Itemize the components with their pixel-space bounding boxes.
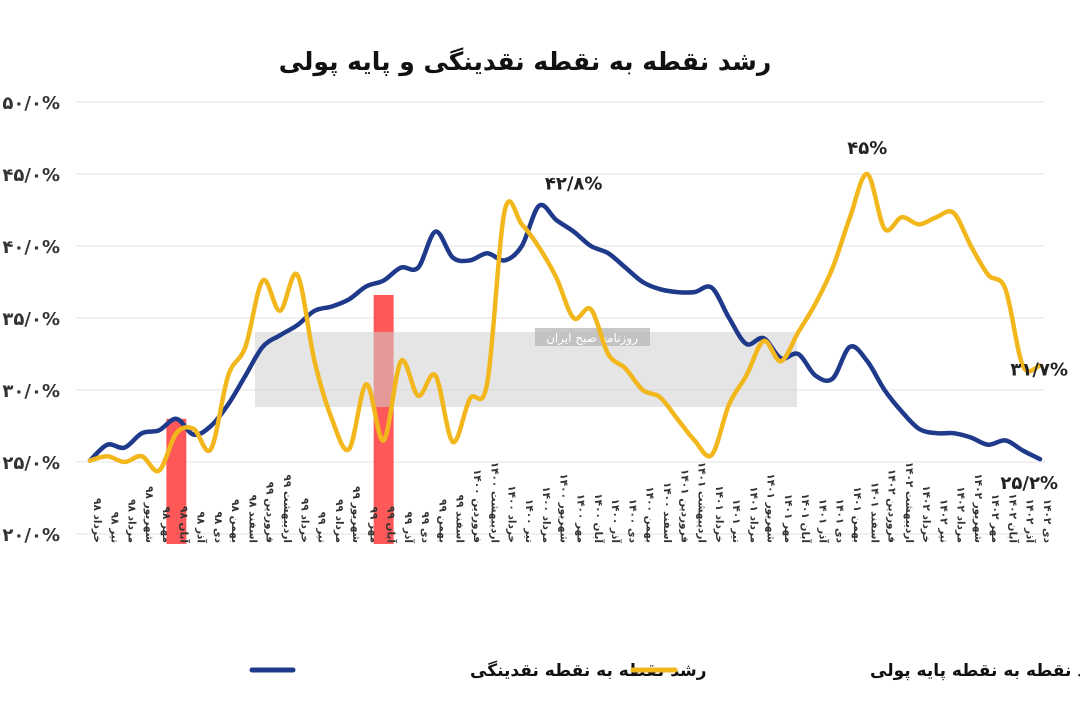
x-tick-label: مرداد ۹۸ [126, 499, 138, 543]
x-tick-label: فروردین ۱۴۰۱ [678, 469, 690, 543]
series-line-liquidity [87, 202, 1043, 463]
watermark: روزنامه صبح ایران [255, 328, 797, 407]
x-tick-label: خرداد ۱۴۰۲ [920, 485, 932, 543]
grid-lines [75, 101, 1045, 535]
x-tick-label: شهریور ۱۴۰۱ [765, 473, 777, 543]
legend-item-liquidity: رشد نقطه به نقطه نقدینگی [249, 660, 707, 681]
x-tick-label: فروردین ۱۴۰۰ [471, 469, 483, 543]
series-lines [87, 171, 1043, 474]
x-tick-label: تیر ۱۴۰۱ [730, 499, 742, 543]
highlight-bar [166, 418, 187, 544]
y-tick-label: ۳۵/۰% [2, 309, 60, 330]
data-label: ۴۲/۸% [545, 174, 603, 195]
y-tick-label: ۵۰/۰% [2, 93, 60, 114]
x-tick-label: مهر ۱۴۰۰ [575, 494, 587, 543]
x-tick-label: اردیبهشت ۱۴۰۰ [488, 462, 500, 543]
x-tick-label: اردیبهشت ۹۹ [281, 475, 293, 543]
x-tick-label: آبان ۱۴۰۰ [592, 493, 605, 543]
x-tick-label: تیر ۱۴۰۲ [937, 499, 949, 543]
x-tick-label: شهریور ۱۴۰۲ [972, 473, 984, 543]
y-tick-label: ۴۰/۰% [2, 237, 60, 258]
x-tick-label: بهمن ۹۹ [436, 499, 448, 543]
x-tick-label: اردیبهشت ۱۴۰۱ [696, 462, 708, 543]
x-tick-label: تیر ۹۸ [108, 512, 120, 543]
x-tick-label: دی ۹۹ [419, 512, 431, 544]
x-tick-label: اسفند ۱۴۰۱ [868, 482, 880, 543]
x-tick-label: اسفند ۹۸ [246, 495, 258, 543]
x-tick-label: اردیبهشت ۱۴۰۲ [903, 462, 915, 543]
x-tick-label: دی ۱۴۰۱ [834, 499, 846, 544]
y-tick-label: ۳۰/۰% [2, 381, 60, 402]
x-tick-label: تیر ۱۴۰۰ [523, 499, 535, 543]
x-tick-label: دی ۹۸ [212, 512, 224, 544]
x-tick-label: آبان ۹۸ [177, 506, 190, 543]
x-tick-label: آذر ۹۹ [402, 511, 415, 543]
x-tick-label: مرداد ۹۹ [333, 499, 345, 543]
x-tick-label: آبان ۹۹ [385, 506, 398, 543]
x-tick-label: مهر ۱۴۰۲ [989, 494, 1001, 543]
chart-title: رشد نقطه به نقطه نقدینگی و پایه پولی [279, 47, 772, 77]
legend-label-liquidity: رشد نقطه به نقطه نقدینگی [470, 660, 707, 681]
x-tick-label: مرداد ۱۴۰۰ [540, 486, 552, 543]
x-tick-label: فروردین ۱۴۰۲ [886, 469, 898, 543]
data-labels: ۴۲/۸% ۴۵% ۳۱/۷% ۲۵/۲% [545, 138, 1068, 494]
series-line-base-money [87, 171, 1043, 474]
legend-item-base-money: رشد نقطه به نقطه پایه پولی [630, 661, 1080, 681]
data-label: ۲۵/۲% [1000, 473, 1058, 494]
x-tick-label: شهریور ۹۹ [350, 486, 362, 543]
x-tick-label: بهمن ۱۴۰۰ [644, 486, 656, 543]
x-tick-label: دی ۱۴۰۰ [626, 499, 638, 544]
x-tick-label: اسفند ۹۹ [454, 495, 466, 543]
x-tick-label: آذر ۹۸ [195, 511, 208, 543]
watermark-tag [535, 328, 650, 346]
y-axis-ticks: ۲۰/۰% ۲۵/۰% ۳۰/۰% ۳۵/۰% ۴۰/۰% ۴۵/۰% ۵۰/۰% [2, 93, 60, 546]
x-tick-label: مرداد ۱۴۰۲ [955, 486, 967, 543]
x-tick-label: بهمن ۱۴۰۱ [851, 486, 863, 543]
x-tick-label: بهمن ۹۸ [229, 499, 241, 543]
x-tick-label: خرداد ۹۸ [91, 498, 103, 543]
x-tick-label: آذر ۱۴۰۲ [1024, 499, 1037, 544]
y-tick-label: ۲۰/۰% [2, 525, 60, 546]
y-tick-label: ۴۵/۰% [2, 165, 60, 186]
x-tick-label: آذر ۱۴۰۰ [609, 499, 622, 544]
watermark-band [255, 332, 797, 407]
x-tick-label: مهر ۹۹ [367, 507, 379, 543]
x-axis-ticks: خرداد ۹۸ تیر ۹۸ مرداد ۹۸ شهریور ۹۸ مهر ۹۸ آبا… [91, 462, 1053, 544]
x-tick-label: خرداد ۹۹ [298, 498, 310, 543]
data-label: ۳۱/۷% [1010, 360, 1068, 381]
x-tick-label: مهر ۱۴۰۱ [782, 494, 794, 543]
x-tick-label: شهریور ۹۸ [143, 486, 155, 543]
x-tick-label: فروردین ۹۹ [264, 482, 276, 543]
x-tick-label: آبان ۱۴۰۱ [799, 493, 812, 543]
x-tick-label: شهریور ۱۴۰۰ [557, 473, 569, 543]
y-tick-label: ۲۵/۰% [2, 453, 60, 474]
legend-label-base-money: رشد نقطه به نقطه پایه پولی [870, 661, 1080, 681]
legend: رشد نقطه به نقطه نقدینگی رشد نقطه به نقط… [249, 660, 1080, 681]
data-label: ۴۵% [847, 138, 887, 159]
x-tick-label: اسفند ۱۴۰۰ [661, 482, 673, 543]
x-tick-label: مرداد ۱۴۰۱ [747, 486, 759, 543]
x-tick-label: تیر ۹۹ [316, 512, 328, 543]
x-tick-label: خرداد ۱۴۰۰ [506, 485, 518, 543]
x-tick-label: خرداد ۱۴۰۱ [713, 485, 725, 543]
x-tick-label: آبان ۱۴۰۲ [1006, 493, 1019, 543]
x-tick-label: آذر ۱۴۰۱ [816, 499, 829, 544]
x-tick-label: دی ۱۴۰۲ [1041, 499, 1053, 544]
x-tick-label: مهر ۹۸ [160, 507, 172, 543]
watermark-agency: روزنامه صبح ایران [546, 331, 638, 346]
